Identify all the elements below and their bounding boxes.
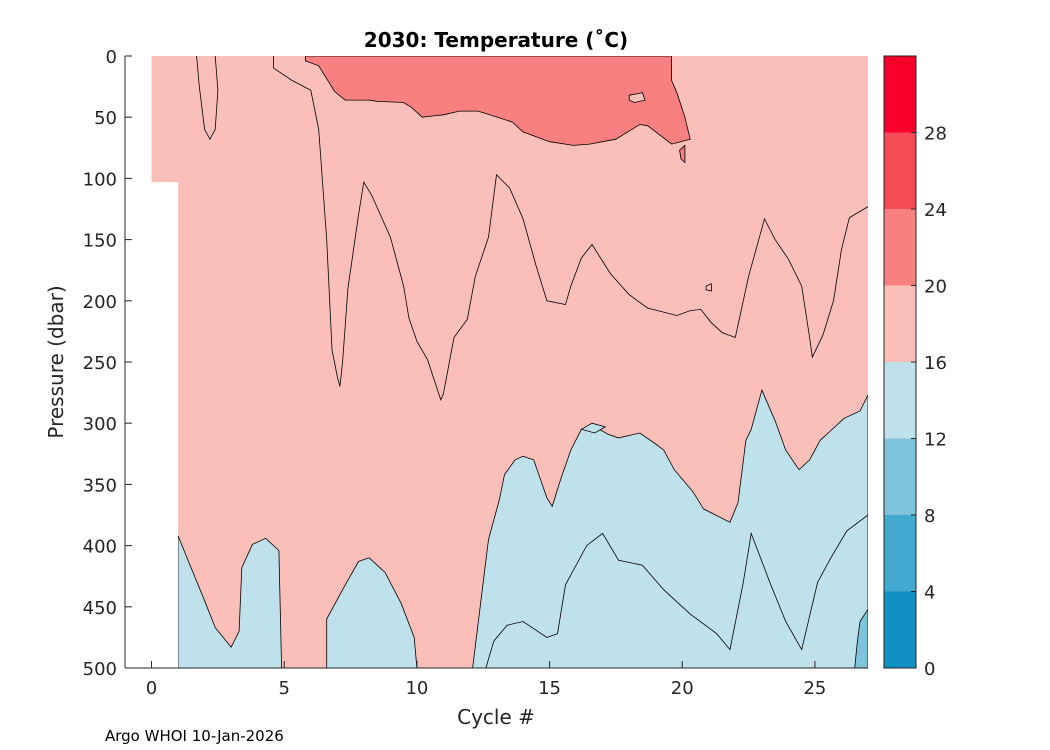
colorbar-swatch-20-24 [884,209,916,286]
colorbar-tick-label: 20 [924,277,947,298]
y-tick-label: 100 [83,169,117,190]
y-tick-label: 450 [83,598,117,619]
contour-20-0 [196,56,219,141]
colorbar-swatch-28-32 [884,56,916,133]
y-tick-label: 250 [83,353,117,374]
small-loop [705,283,712,292]
colorbar-tick-label: 0 [924,659,935,680]
x-tick-label: 20 [671,678,694,699]
cool-islet [580,422,607,434]
x-tick-label: 15 [538,678,561,699]
x-tick-label: 25 [803,678,826,699]
x-tick-label: 0 [146,678,157,699]
y-axis-label: Pressure (dbar) [44,285,68,438]
y-tick-label: 350 [83,475,117,496]
colorbar-swatch-12-16 [884,362,916,439]
warm-drip [679,144,686,164]
colorbar-tick-label: 12 [924,430,947,451]
colorbar-swatch-24-28 [884,132,916,209]
colorbar-swatch-0-4 [884,591,916,668]
contour-12-2 [557,514,868,651]
x-axis-label: Cycle # [457,705,535,729]
plot-area [125,56,868,668]
y-tick-label: 150 [83,231,117,252]
y-tick-label: 0 [106,47,117,68]
region-warm-20-24 [304,56,691,146]
y-tick-label: 200 [83,292,117,313]
warm-island [628,92,646,103]
colorbar-tick-label: 8 [924,506,935,527]
x-tick-label: 10 [405,678,428,699]
chart-title: 2030: Temperature (˚C) [364,28,628,52]
contour-16-1 [273,56,868,402]
y-tick-label: 50 [94,108,117,129]
contour-12-3 [485,621,558,668]
colorbar-tick-label: 4 [924,583,935,604]
colorbar-swatch-8-12 [884,438,916,515]
region-cool-8-12 [854,608,868,668]
colorbar: 0 4 8 12 16 20 24 28 [883,55,947,680]
colorbar-swatch-4-8 [884,515,916,592]
region-cool-12-16 [177,388,868,668]
colorbar-tick-label: 24 [924,200,947,221]
colorbar-tick-label: 16 [924,353,947,374]
x-tick-label: 5 [278,678,289,699]
no-data-corner [125,56,179,668]
y-tick-label: 300 [83,414,117,435]
colorbar-tick-label: 28 [924,124,947,145]
colorbar-swatch-16-20 [884,285,916,362]
y-tick-label: 400 [83,537,117,558]
footer-credit: Argo WHOI 10-Jan-2026 [105,727,284,745]
y-tick-label: 500 [83,659,117,680]
